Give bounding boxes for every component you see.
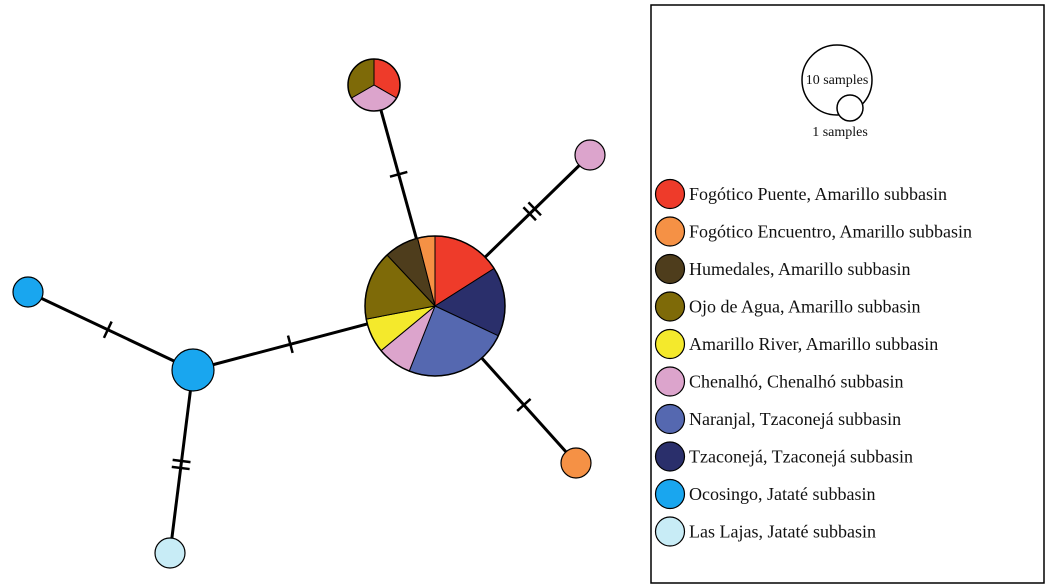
haplotype-node [560,447,592,479]
legend-entries: Fogótico Puente, Amarillo subbasin Fogóti… [654,178,972,547]
size-key-small-circle [836,94,864,122]
mutation-mark [286,335,294,354]
legend-label: Naranjal, Tzaconejá subbasin [689,409,901,429]
legend-entry: Naranjal, Tzaconejá subbasin [654,403,901,435]
mutation-mark [516,398,532,412]
mutation-mark [389,170,408,178]
legend-swatch [654,291,686,322]
legend-swatch [654,478,686,510]
legend-label: Ocosingo, Jataté subbasin [689,484,875,504]
legend-entry: Las Lajas, Jataté subbasin [654,516,876,547]
legend-label: Humedales, Amarillo subbasin [689,259,910,279]
legend-entry: Humedales, Amarillo subbasin [654,253,910,285]
size-key-small-label: 1 samples [812,125,868,140]
pie-slice [154,537,186,569]
haplotype-node [12,276,44,308]
legend-entry: Ojo de Agua, Amarillo subbasin [654,291,920,322]
mutation-mark [527,201,542,217]
legend-entry: Fogótico Encuentro, Amarillo subbasin [654,216,972,247]
haplotype-node [154,537,186,569]
legend-label: Las Lajas, Jataté subbasin [689,522,876,542]
network-nodes [12,58,606,569]
legend-label: Amarillo River, Amarillo subbasin [689,334,938,354]
pie-slice [574,139,606,171]
legend-label: Ojo de Agua, Amarillo subbasin [689,297,920,317]
legend-panel: 10 samples 1 samples Fogótico Puente, Am… [650,4,1045,584]
legend-entry: Chenalhó, Chenalhó subbasin [654,366,903,397]
legend-swatch [654,403,686,435]
legend-label: Fogótico Puente, Amarillo subbasin [689,184,947,204]
network-edge [27,290,194,372]
haplotype-node [574,139,606,171]
size-key-large-label: 10 samples [806,73,869,88]
node-outline [347,58,401,112]
legend-entry: Fogótico Puente, Amarillo subbasin [654,178,947,210]
legend-label: Fogótico Encuentro, Amarillo subbasin [689,222,972,242]
haplotype-node [171,348,215,392]
pie-slice [171,348,215,392]
legend-swatch [654,253,686,285]
legend-label: Chenalhó, Chenalhó subbasin [689,372,903,392]
haplotype-node [347,58,401,112]
mutation-mark [172,458,191,464]
mutation-mark [522,206,537,222]
mutation-mark [171,465,190,471]
legend-swatch [654,216,686,247]
haplotype-node [364,235,506,377]
pie-slice [560,447,592,479]
legend-swatch [654,516,686,547]
node-outline [364,235,506,377]
legend-entry: Amarillo River, Amarillo subbasin [654,328,938,360]
pie-slice [12,276,44,308]
legend-entry: Ocosingo, Jataté subbasin [654,478,875,510]
legend-entry: Tzaconejá, Tzaconejá subbasin [654,441,913,472]
network-edges [27,84,592,554]
legend-label: Tzaconejá, Tzaconejá subbasin [689,447,913,467]
legend-swatch [654,178,686,210]
legend-swatch [654,441,686,472]
mutation-mark [102,321,113,339]
legend-swatch [654,366,686,397]
legend-swatch [654,328,686,360]
